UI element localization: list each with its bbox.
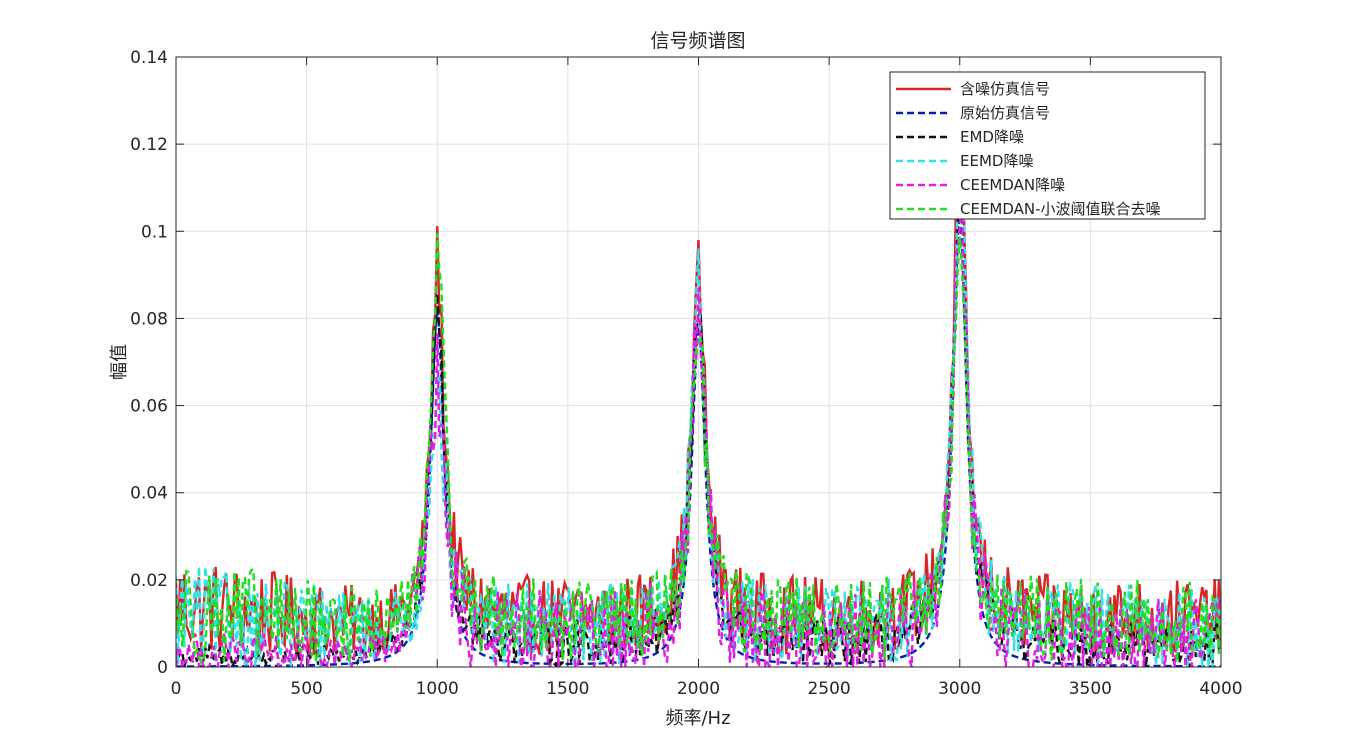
y-tick-label: 0.06 xyxy=(130,397,168,417)
y-tick-label: 0.1 xyxy=(141,222,168,242)
series-line-4 xyxy=(176,172,1221,667)
legend-box xyxy=(889,71,1206,220)
y-tick-label: 0.02 xyxy=(130,571,168,591)
legend-label-5: CEEMDAN降噪 xyxy=(960,176,1065,194)
x-axis-label: 频率/Hz xyxy=(665,708,730,729)
x-tick-label: 4000 xyxy=(1199,679,1242,699)
y-tick-label: 0.08 xyxy=(130,309,168,329)
legend-label-1: 含噪仿真信号 xyxy=(960,80,1050,98)
y-tick-label: 0 xyxy=(157,658,168,678)
plot-area xyxy=(176,139,1221,667)
ticks: 0 500 1000 1500 2000 2500 3000 3500 4000 0 0.02 0.0… xyxy=(130,48,1242,699)
legend-label-3: EMD降噪 xyxy=(960,128,1024,146)
y-tick-label: 0.14 xyxy=(130,48,168,68)
series-line-6 xyxy=(176,233,1221,666)
x-tick-label: 0 xyxy=(171,679,182,699)
x-tick-label: 1000 xyxy=(416,679,459,699)
y-axis-label: 幅值 xyxy=(109,344,130,380)
x-tick-label: 2500 xyxy=(807,679,850,699)
x-tick-label: 3000 xyxy=(938,679,981,699)
legend-label-4: EEMD降噪 xyxy=(960,152,1033,170)
legend-label-2: 原始仿真信号 xyxy=(960,104,1050,122)
chart-title: 信号频谱图 xyxy=(650,30,745,52)
series-line-2 xyxy=(176,209,1221,667)
x-tick-label: 1500 xyxy=(546,679,589,699)
legend-label-6: CEEMDAN-小波阈值联合去噪 xyxy=(960,200,1161,218)
series-line-1 xyxy=(176,139,1221,658)
x-tick-label: 3500 xyxy=(1069,679,1112,699)
y-tick-label: 0.04 xyxy=(130,484,168,504)
x-tick-label: 2000 xyxy=(677,679,720,699)
x-tick-label: 500 xyxy=(290,679,322,699)
y-tick-label: 0.12 xyxy=(130,135,168,155)
